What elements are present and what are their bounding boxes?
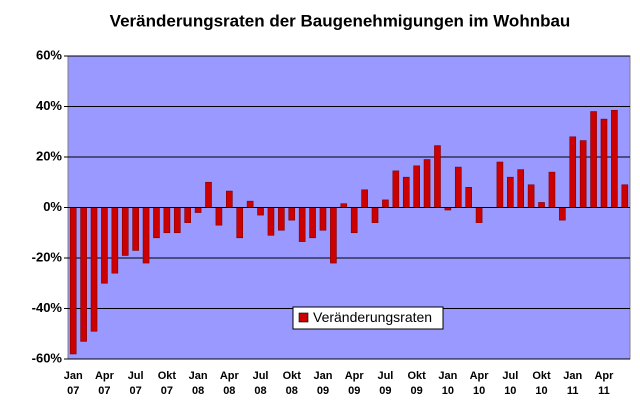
bar [142,207,150,264]
bar [538,202,545,208]
x-tick-label: Okt 10 [532,370,551,397]
bar [361,189,368,208]
x-tick-label: Jul 08 [252,370,269,397]
x-tick-label: Okt 08 [282,370,301,397]
bar [340,203,348,208]
bar [288,207,296,221]
x-tick-label: Jan 09 [313,370,333,397]
x-tick-label: Okt 07 [157,370,177,397]
bar [121,207,129,256]
bar [278,207,285,231]
y-tick-label: -20% [32,249,63,264]
bar [80,207,87,342]
bar [423,159,431,208]
y-tick-label: 20% [36,148,62,163]
legend: Veränderungsraten [292,306,444,330]
bar [548,171,556,208]
bar [434,145,441,208]
chart-title: Veränderungsraten der Baugenehmigungen i… [110,11,571,30]
x-tick-label: Apr 10 [469,370,489,397]
bar [371,207,379,223]
bar [496,161,504,208]
bar [454,166,462,208]
legend-box [292,306,444,330]
bar [507,176,514,208]
bar [111,207,119,274]
x-tick-label: Apr 08 [219,370,239,397]
bar [600,118,608,208]
x-tick-label: Jan 07 [63,370,83,397]
bar [90,207,98,332]
x-tick-label: Apr 09 [344,370,364,397]
bar [163,207,171,234]
y-tick-label: -40% [32,300,63,315]
bar [215,207,223,226]
legend-swatch [298,312,309,323]
bar [153,207,160,239]
bar [590,111,597,208]
bar [350,207,358,234]
x-tick-label: Jan 11 [563,370,583,397]
bar [226,190,233,208]
bar [246,200,254,208]
bar [559,207,566,221]
bar [569,136,577,208]
bar [101,207,108,284]
x-tick-label: Jul 07 [127,370,144,397]
bar [330,207,337,264]
bar [611,109,618,208]
bar [392,170,400,208]
bar [173,207,181,234]
bar [382,199,389,208]
bar [517,169,525,208]
x-tick-label: Jan 08 [188,370,208,397]
x-tick-label: Okt 09 [407,370,426,397]
bar [475,207,483,223]
y-tick-label: 0% [43,199,62,214]
x-tick-label: Jul 09 [377,370,394,397]
bar [309,207,316,239]
y-tick-label: 60% [36,47,62,62]
x-tick-label: Apr 11 [594,370,614,397]
bar [298,207,306,242]
legend-label: Veränderungsraten [313,309,432,325]
y-tick-label: 40% [36,98,62,113]
bar [194,207,202,213]
bar [267,207,275,236]
x-tick-label: Jul 10 [502,370,519,397]
bar [527,184,535,208]
bar [621,184,629,208]
bar [413,165,420,208]
y-tick-label: -60% [32,350,63,365]
bar [402,176,410,208]
bar [184,207,191,223]
bar [205,181,212,208]
bar [257,207,264,216]
bar [579,140,587,208]
bar [69,207,77,355]
bar [465,187,472,208]
x-tick-label: Apr 07 [94,370,114,397]
bar [319,207,327,231]
bar [132,207,139,251]
x-tick-label: Jan 10 [438,370,458,397]
bar [236,207,244,239]
